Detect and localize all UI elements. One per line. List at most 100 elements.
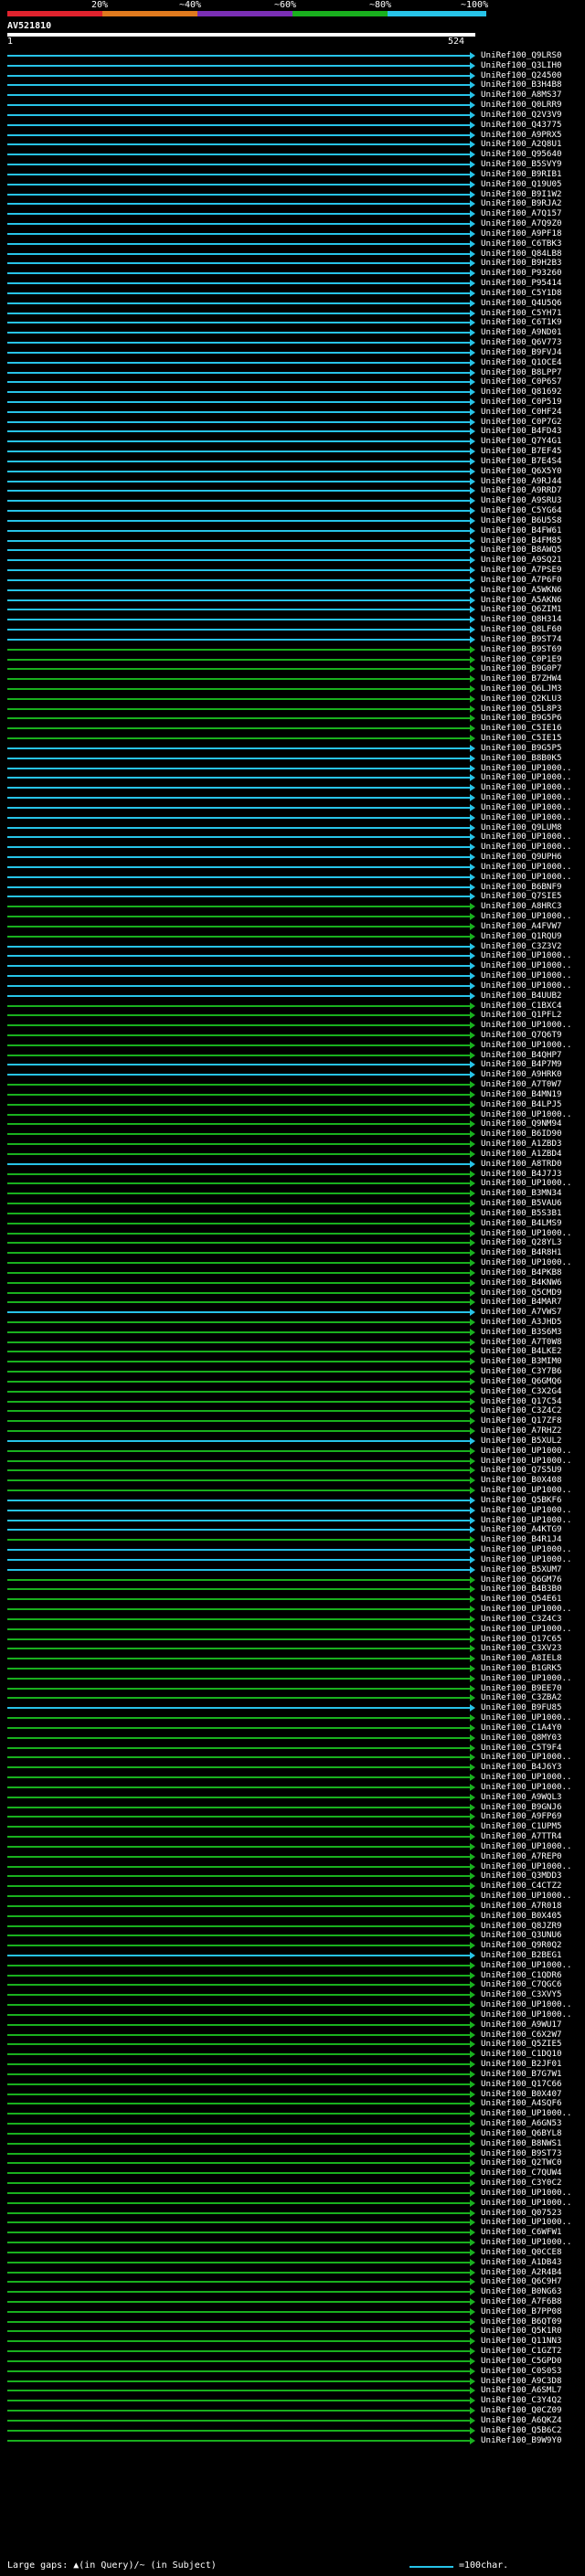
hit-row[interactable]: UniRef100_Q6X5Y0 [0,466,585,477]
hit-alignment-bar[interactable] [7,549,471,552]
hit-label-link[interactable]: UniRef100_B4MN19 [481,1088,562,1099]
hit-label-link[interactable]: UniRef100_A9SRU3 [481,495,562,506]
hit-label-link[interactable]: UniRef100_Q8LF60 [481,624,562,635]
hit-label-link[interactable]: UniRef100_Q7Y4G1 [481,436,562,447]
hit-label-link[interactable]: UniRef100_B9GNJ6 [481,1801,562,1812]
hit-row[interactable]: UniRef100_C0S0S3 [0,2366,585,2377]
hit-alignment-bar[interactable] [7,1064,471,1066]
hit-row[interactable]: UniRef100_A9PF18 [0,228,585,239]
hit-alignment-bar[interactable] [7,1162,471,1165]
hit-alignment-bar[interactable] [7,371,471,374]
hit-row[interactable]: UniRef100_B5S3B1 [0,1208,585,1219]
hit-label-link[interactable]: UniRef100_A7RHZ2 [481,1426,562,1436]
hit-row[interactable]: UniRef100_C6T1K9 [0,318,585,328]
hit-label-link[interactable]: UniRef100_C6WFW1 [481,2227,562,2238]
hit-label-link[interactable]: UniRef100_Q9LUM8 [481,822,562,832]
hit-label-link[interactable]: UniRef100_A1ZBD3 [481,1139,562,1150]
hit-label-link[interactable]: UniRef100_C0P6S7 [481,376,562,387]
hit-row[interactable]: UniRef100_Q81692 [0,387,585,398]
hit-row[interactable]: UniRef100_B9FVJ4 [0,347,585,358]
hit-alignment-bar[interactable] [7,2291,471,2294]
hit-row[interactable]: UniRef100_B6BNF9 [0,882,585,893]
hit-alignment-bar[interactable] [7,1924,471,1927]
hit-label-link[interactable]: UniRef100_B7EF45 [481,446,562,457]
hit-row[interactable]: UniRef100_A9WU17 [0,2019,585,2030]
hit-label-link[interactable]: UniRef100_A2Q8U1 [481,139,562,150]
hit-alignment-bar[interactable] [7,2281,471,2284]
hit-row[interactable]: UniRef100_B5XUL2 [0,1436,585,1447]
hit-label-link[interactable]: UniRef100_UP1000.. [481,861,572,872]
hit-alignment-bar[interactable] [7,1935,471,1937]
hit-row[interactable]: UniRef100_C6X2W7 [0,2030,585,2041]
hit-alignment-bar[interactable] [7,2191,471,2194]
hit-row[interactable]: UniRef100_C1QDR6 [0,1970,585,1981]
hit-row[interactable]: UniRef100_B7E4S4 [0,456,585,467]
hit-row[interactable]: UniRef100_C5IE16 [0,723,585,734]
hit-row[interactable]: UniRef100_UP1000.. [0,773,585,783]
hit-label-link[interactable]: UniRef100_C3Z4C3 [481,1613,562,1624]
hit-row[interactable]: UniRef100_Q6GM76 [0,1574,585,1585]
hit-alignment-bar[interactable] [7,2350,471,2353]
hit-alignment-bar[interactable] [7,648,471,651]
hit-row[interactable]: UniRef100_UP1000.. [0,1446,585,1457]
hit-row[interactable]: UniRef100_UP1000.. [0,1673,585,1684]
hit-row[interactable]: UniRef100_C5GPD0 [0,2356,585,2367]
hit-row[interactable]: UniRef100_B4KNW6 [0,1277,585,1288]
hit-alignment-bar[interactable] [7,1341,471,1343]
hit-label-link[interactable]: UniRef100_B9I1W2 [481,188,562,199]
hit-row[interactable]: UniRef100_UP1000.. [0,1841,585,1852]
hit-alignment-bar[interactable] [7,480,471,482]
hit-row[interactable]: UniRef100_C5T9F4 [0,1743,585,1754]
hit-alignment-bar[interactable] [7,2359,471,2362]
hit-label-link[interactable]: UniRef100_C3X2G4 [481,1385,562,1396]
hit-alignment-bar[interactable] [7,2123,471,2125]
hit-label-link[interactable]: UniRef100_Q8JZR9 [481,1920,562,1931]
hit-alignment-bar[interactable] [7,213,471,216]
hit-label-link[interactable]: UniRef100_Q4U5Q6 [481,297,562,308]
hit-alignment-bar[interactable] [7,984,471,987]
hit-label-link[interactable]: UniRef100_B1GRK5 [481,1662,562,1673]
hit-alignment-bar[interactable] [7,658,471,661]
hit-alignment-bar[interactable] [7,292,471,294]
hit-row[interactable]: UniRef100_C3Y0C2 [0,2178,585,2189]
hit-alignment-bar[interactable] [7,2419,471,2422]
hit-label-link[interactable]: UniRef100_UP1000.. [481,1553,572,1564]
hit-label-link[interactable]: UniRef100_Q0CZ09 [481,2405,562,2416]
hit-label-link[interactable]: UniRef100_B6QT09 [481,2316,562,2327]
hit-label-link[interactable]: UniRef100_Q2V3V9 [481,109,562,120]
hit-row[interactable]: UniRef100_B2JF01 [0,2059,585,2070]
hit-alignment-bar[interactable] [7,1311,471,1314]
hit-label-link[interactable]: UniRef100_B0X408 [481,1475,562,1486]
hit-alignment-bar[interactable] [7,1568,471,1571]
hit-label-link[interactable]: UniRef100_A5WKN6 [481,584,562,595]
hit-alignment-bar[interactable] [7,1133,471,1136]
hit-label-link[interactable]: UniRef100_A4FVW7 [481,920,562,931]
hit-label-link[interactable]: UniRef100_UP1000.. [481,1514,572,1525]
hit-alignment-bar[interactable] [7,1608,471,1611]
hit-label-link[interactable]: UniRef100_Q8H314 [481,614,562,625]
hit-label-link[interactable]: UniRef100_A9ND01 [481,327,562,338]
hit-alignment-bar[interactable] [7,1449,471,1452]
hit-row[interactable]: UniRef100_C0P6S7 [0,376,585,387]
hit-alignment-bar[interactable] [7,2330,471,2333]
hit-row[interactable]: UniRef100_B3H4B8 [0,80,585,90]
hit-alignment-bar[interactable] [7,2063,471,2066]
hit-alignment-bar[interactable] [7,2242,471,2244]
hit-label-link[interactable]: UniRef100_A8TRD0 [481,1158,562,1169]
hit-row[interactable]: UniRef100_A7REP0 [0,1851,585,1862]
hit-row[interactable]: UniRef100_UP1000.. [0,2198,585,2209]
hit-alignment-bar[interactable] [7,2132,471,2135]
hit-label-link[interactable]: UniRef100_Q9NM94 [481,1118,562,1129]
hit-row[interactable]: UniRef100_UP1000.. [0,842,585,853]
hit-label-link[interactable]: UniRef100_UP1000.. [481,792,572,803]
hit-row[interactable]: UniRef100_B9EE70 [0,1683,585,1694]
hit-label-link[interactable]: UniRef100_C3XVY5 [481,1989,562,2000]
hit-alignment-bar[interactable] [7,361,471,364]
hit-row[interactable]: UniRef100_UP1000.. [0,1179,585,1189]
hit-row[interactable]: UniRef100_B8AWQ5 [0,546,585,556]
hit-row[interactable]: UniRef100_UP1000.. [0,1861,585,1872]
hit-alignment-bar[interactable] [7,767,471,769]
hit-row[interactable]: UniRef100_UP1000.. [0,1109,585,1120]
hit-label-link[interactable]: UniRef100_B4B3B0 [481,1584,562,1595]
hit-alignment-bar[interactable] [7,1103,471,1106]
